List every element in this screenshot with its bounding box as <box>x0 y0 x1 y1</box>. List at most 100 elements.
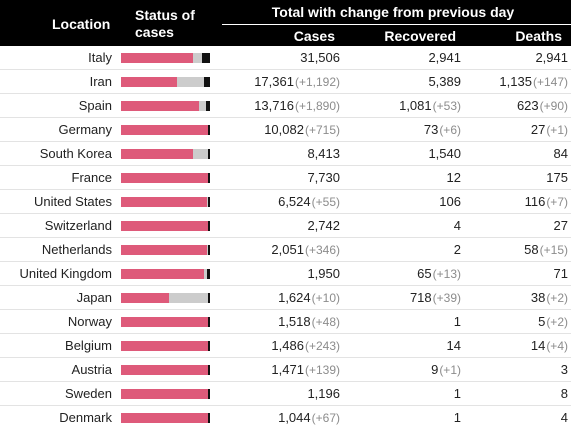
column-group-header: Total with change from previous day <box>271 4 515 20</box>
status-bar-deaths <box>208 365 210 375</box>
deaths-cell: 71 <box>466 262 568 286</box>
table-row: France 7,730 12 175 <box>0 166 571 190</box>
deaths-cell: 14(+4) <box>466 334 568 358</box>
status-bar <box>121 413 210 423</box>
deaths-cell-change: (+4) <box>546 339 568 353</box>
location-label: Spain <box>78 98 112 113</box>
recovered-cell-value: 9 <box>431 362 439 377</box>
cases-cell-change: (+67) <box>311 411 340 425</box>
recovered-cell: 65(+13) <box>345 262 461 286</box>
status-bar <box>121 365 210 375</box>
status-bar-deaths <box>208 245 210 255</box>
status-bar <box>121 125 210 135</box>
status-bar <box>121 269 210 279</box>
deaths-cell-value: 58 <box>524 242 539 257</box>
recovered-cell-value: 1 <box>453 314 461 329</box>
deaths-cell-value: 27 <box>530 122 546 137</box>
status-bar-active-cases <box>121 173 208 183</box>
status-bar <box>121 173 210 183</box>
recovered-cell: 1 <box>345 406 461 430</box>
deaths-cell-change: (+90) <box>539 99 568 113</box>
deaths-cell-value: 14 <box>530 338 546 353</box>
table-row: Iran 17,361(+1,192) 5,389 1,135(+147) <box>0 70 571 94</box>
recovered-cell: 4 <box>345 214 461 238</box>
recovered-cell: 1 <box>345 310 461 334</box>
deaths-cell: 58(+15) <box>466 238 568 262</box>
deaths-cell: 175 <box>466 166 568 190</box>
table-row: Norway 1,518(+48) 1 5(+2) <box>0 310 571 334</box>
location-label: Belgium <box>65 338 112 353</box>
recovered-cell: 2,941 <box>345 46 461 70</box>
recovered-cell: 5,389 <box>345 70 461 94</box>
recovered-cell-value: 73 <box>423 122 439 137</box>
cases-cell-value: 1,044 <box>278 410 311 425</box>
status-bar <box>121 245 210 255</box>
recovered-cell: 718(+39) <box>345 286 461 310</box>
cases-cell: 1,471(+139) <box>215 358 340 382</box>
cases-cell: 2,051(+346) <box>215 238 340 262</box>
recovered-cell-value: 718 <box>409 290 432 305</box>
deaths-cell: 38(+2) <box>466 286 568 310</box>
column-header-location: Location <box>52 16 111 32</box>
deaths-cell-change: (+1) <box>546 123 568 137</box>
cases-cell-change: (+55) <box>311 195 340 209</box>
recovered-cell-value: 5,389 <box>428 74 461 89</box>
status-bar-active-cases <box>121 125 209 135</box>
table-row: Germany 10,082(+715) 73(+6) 27(+1) <box>0 118 571 142</box>
status-bar <box>121 389 210 399</box>
cases-cell-value: 2,742 <box>307 218 340 233</box>
table-header: Location Status of cases Total with chan… <box>0 0 571 46</box>
header-divider <box>222 24 571 25</box>
table-row: Switzerland 2,742 4 27 <box>0 214 571 238</box>
deaths-cell: 27(+1) <box>466 118 568 142</box>
location-label: South Korea <box>39 146 112 161</box>
cases-cell-value: 10,082 <box>264 122 304 137</box>
cases-cell: 1,044(+67) <box>215 406 340 430</box>
table-row: Spain 13,716(+1,890) 1,081(+53) 623(+90) <box>0 94 571 118</box>
status-bar-active-cases <box>121 221 209 231</box>
cases-cell: 2,742 <box>215 214 340 238</box>
recovered-cell-change: (+6) <box>439 123 461 137</box>
deaths-cell-value: 116 <box>524 194 546 209</box>
status-bar-active-cases <box>121 197 207 207</box>
recovered-cell-change: (+39) <box>432 291 461 305</box>
status-bar-deaths <box>208 413 210 423</box>
recovered-cell-value: 2 <box>453 242 461 257</box>
status-bar-deaths <box>208 197 210 207</box>
location-label: Norway <box>67 314 112 329</box>
status-bar <box>121 293 210 303</box>
status-bar-deaths <box>202 53 210 63</box>
status-bar-active-cases <box>121 365 209 375</box>
cases-cell-value: 13,716 <box>254 98 294 113</box>
status-bar-deaths <box>207 269 210 279</box>
status-bar <box>121 317 210 327</box>
cases-cell-value: 2,051 <box>271 242 304 257</box>
recovered-cell: 1 <box>345 382 461 406</box>
cases-cell: 7,730 <box>215 166 340 190</box>
location-label: Netherlands <box>41 242 112 257</box>
deaths-cell: 84 <box>466 142 568 166</box>
location-label: Switzerland <box>44 218 112 233</box>
status-bar-deaths <box>208 317 210 327</box>
status-bar-deaths <box>208 389 210 399</box>
cases-cell: 1,196 <box>215 382 340 406</box>
cases-cell-change: (+10) <box>311 291 340 305</box>
status-bar-deaths <box>208 221 210 231</box>
status-bar-deaths <box>208 341 210 351</box>
deaths-cell-value: 2,941 <box>535 50 568 65</box>
recovered-cell: 14 <box>345 334 461 358</box>
deaths-cell-value: 175 <box>546 170 568 185</box>
recovered-cell: 73(+6) <box>345 118 461 142</box>
status-bar-deaths <box>208 173 210 183</box>
table-row: Italy 31,506 2,941 2,941 <box>0 46 571 70</box>
recovered-cell-change: (+1) <box>439 363 461 377</box>
status-bar-active-cases <box>121 149 193 159</box>
status-bar <box>121 149 210 159</box>
cases-cell: 1,518(+48) <box>215 310 340 334</box>
cases-cell: 17,361(+1,192) <box>215 70 340 94</box>
location-label: Germany <box>58 122 112 137</box>
status-bar <box>121 197 210 207</box>
location-label: Denmark <box>59 410 112 425</box>
deaths-cell-value: 38 <box>530 290 546 305</box>
recovered-cell-value: 4 <box>453 218 461 233</box>
